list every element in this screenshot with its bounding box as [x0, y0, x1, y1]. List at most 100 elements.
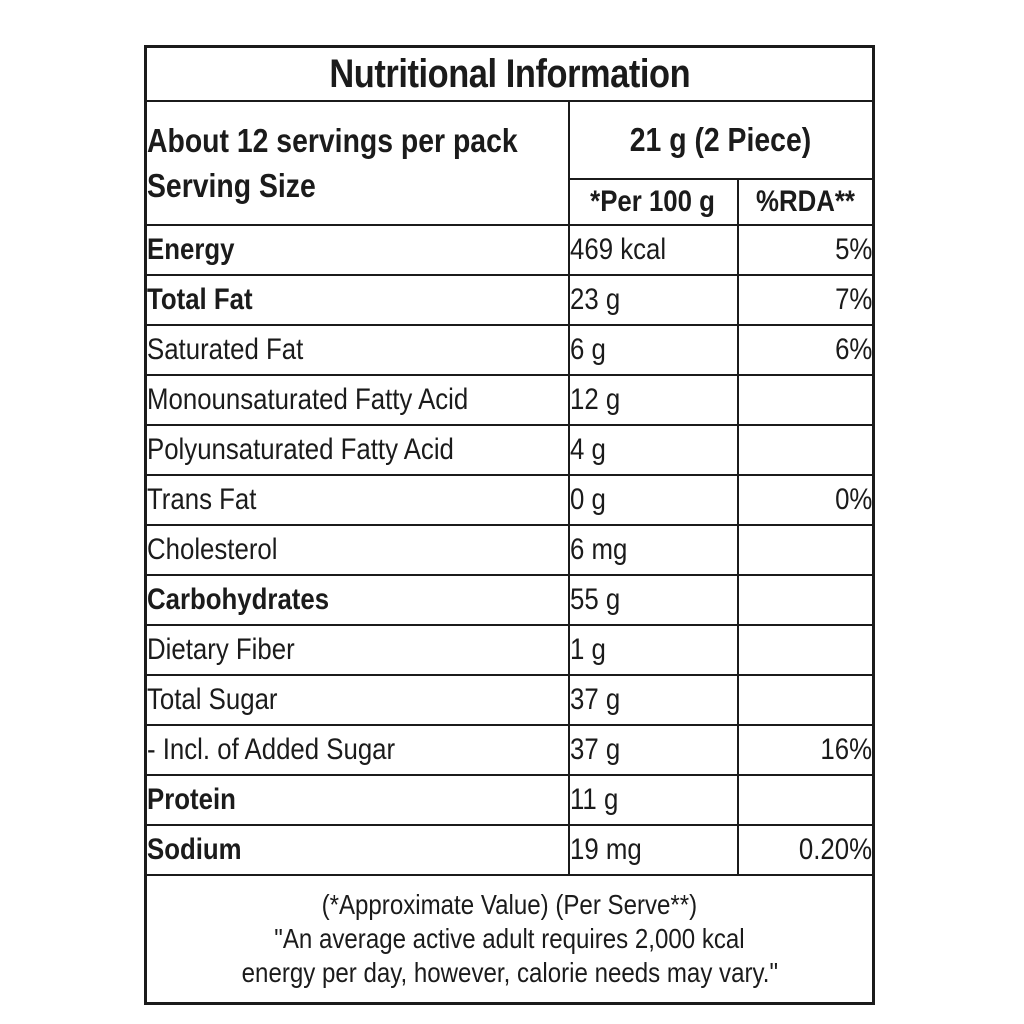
nutrient-value: 37 g [569, 683, 620, 716]
nutrient-rda-cell [736, 374, 875, 426]
nutrient-label: Cholesterol [147, 533, 278, 566]
nutrient-label: Total Sugar [147, 683, 278, 716]
nutrient-value-cell: 55 g [567, 574, 739, 626]
nutrient-label: Protein [147, 783, 236, 816]
nutrient-value-cell: 23 g [567, 274, 739, 326]
nutrient-label: Sodium [147, 833, 242, 866]
serving-size-value: 21 g (2 Piece) [630, 121, 812, 158]
nutrient-value-cell: 6 g [567, 324, 739, 376]
nutrient-rows: Energy 469 kcal 5% Total Fat 23 g 7% Saturated… [144, 224, 875, 876]
nutrient-value-cell: 11 g [567, 774, 739, 826]
nutrient-value: 23 g [569, 283, 620, 316]
nutrient-row: Polyunsaturated Fatty Acid 4 g [144, 424, 875, 476]
nutrient-row: Total Fat 23 g 7% [144, 274, 875, 326]
nutrient-label-cell: Sodium [144, 824, 570, 876]
nutrient-rda: 7% [834, 283, 872, 316]
nutrient-row: - Incl. of Added Sugar 37 g 16% [144, 724, 875, 776]
nutrient-rda: 6% [834, 333, 872, 366]
nutrient-label: Energy [147, 233, 235, 266]
nutrient-row: Sodium 19 mg 0.20% [144, 824, 875, 876]
nutrient-value: 0 g [569, 483, 606, 516]
nutrient-row: Total Sugar 37 g [144, 674, 875, 726]
nutrient-row: Trans Fat 0 g 0% [144, 474, 875, 526]
nutrient-label: Total Fat [147, 283, 253, 316]
nutrient-rda-cell: 7% [736, 274, 875, 326]
nutrient-rda: 5% [834, 233, 872, 266]
nutrient-value: 1 g [569, 633, 606, 666]
nutrient-rda-cell: 5% [736, 224, 875, 276]
nutrient-row: Energy 469 kcal 5% [144, 224, 875, 276]
nutrient-label-cell: Protein [144, 774, 570, 826]
nutrient-label-cell: Carbohydrates [144, 574, 570, 626]
footnote-line-3: energy per day, however, calorie needs m… [241, 957, 778, 988]
nutrient-label-cell: Monounsaturated Fatty Acid [144, 374, 570, 426]
nutrient-value: 469 kcal [569, 233, 666, 266]
nutrient-label-cell: Dietary Fiber [144, 624, 570, 676]
nutrient-rda-cell: 0% [736, 474, 875, 526]
serving-size-label: Serving Size [147, 167, 316, 204]
nutrient-rda-cell [736, 674, 875, 726]
nutrient-value: 55 g [569, 583, 620, 616]
nutrient-value-cell: 37 g [567, 724, 739, 776]
nutrient-rda: 0.20% [798, 833, 872, 866]
nutrient-rda: 16% [820, 733, 872, 766]
nutrient-label-cell: Saturated Fat [144, 324, 570, 376]
nutrient-value-cell: 19 mg [567, 824, 739, 876]
nutrient-value-cell: 0 g [567, 474, 739, 526]
nutrient-rda-cell [736, 574, 875, 626]
footnote-line-1: (*Approximate Value) (Per Serve**) [321, 889, 698, 920]
footnote-row: (*Approximate Value) (Per Serve**) "An a… [144, 874, 875, 1005]
nutrient-value-cell: 469 kcal [567, 224, 739, 276]
header-row-top: About 12 servings per pack Serving Size … [144, 100, 875, 226]
nutrient-value: 37 g [569, 733, 620, 766]
nutrient-label-cell: Energy [144, 224, 570, 276]
nutrient-label-cell: Trans Fat [144, 474, 570, 526]
serving-size-value-cell: 21 g (2 Piece) [567, 100, 875, 180]
footnote-line-2: "An average active adult requires 2,000 … [274, 923, 745, 954]
title-row: Nutritional Information [144, 45, 875, 102]
header-row-columns: *Per 100 g %RDA** [146, 178, 875, 226]
nutrient-label: Monounsaturated Fatty Acid [147, 383, 469, 416]
nutrient-rda-cell: 16% [736, 724, 875, 776]
nutrient-rda-cell [736, 424, 875, 476]
nutrient-label: - Incl. of Added Sugar [147, 733, 396, 766]
nutrient-label-cell: Total Fat [144, 274, 570, 326]
nutrient-label: Trans Fat [147, 483, 257, 516]
table-title-cell: Nutritional Information [144, 45, 875, 102]
nutrient-rda: 0% [834, 483, 872, 516]
nutrient-label-cell: Cholesterol [144, 524, 570, 576]
nutrient-label-cell: Polyunsaturated Fatty Acid [144, 424, 570, 476]
nutrient-value: 19 mg [569, 833, 642, 866]
nutrient-row: Cholesterol 6 mg [144, 524, 875, 576]
nutrient-label: Carbohydrates [147, 583, 330, 616]
nutrient-row: Dietary Fiber 1 g [144, 624, 875, 676]
nutrient-value: 6 mg [569, 533, 627, 566]
nutrient-value: 11 g [569, 783, 618, 816]
nutrient-row: Saturated Fat 6 g 6% [144, 324, 875, 376]
nutrient-value-cell: 4 g [567, 424, 739, 476]
nutrient-value: 4 g [569, 433, 606, 466]
nutrient-value: 12 g [569, 383, 620, 416]
per-100g-label: *Per 100 g [590, 185, 716, 218]
nutrient-rda-cell [736, 624, 875, 676]
nutrient-rda-cell [736, 774, 875, 826]
nutrition-facts-table: Nutritional Information About 12 serving… [144, 45, 875, 1005]
nutrient-label: Polyunsaturated Fatty Acid [147, 433, 454, 466]
nutrient-value-cell: 6 mg [567, 524, 739, 576]
nutrient-rda-cell: 6% [736, 324, 875, 376]
nutrient-row: Carbohydrates 55 g [144, 574, 875, 626]
nutrient-label-cell: - Incl. of Added Sugar [144, 724, 570, 776]
table-title: Nutritional Information [329, 51, 690, 96]
nutrient-value-cell: 37 g [567, 674, 739, 726]
nutrient-label: Dietary Fiber [147, 633, 295, 666]
column-header-per-100g: *Per 100 g [567, 178, 739, 226]
footnote-cell: (*Approximate Value) (Per Serve**) "An a… [144, 874, 875, 1005]
serving-info-cell: About 12 servings per pack Serving Size [144, 100, 570, 226]
nutrient-value-cell: 1 g [567, 624, 739, 676]
nutrient-label: Saturated Fat [147, 333, 304, 366]
column-header-rda: %RDA** [736, 178, 875, 226]
nutrient-label-cell: Total Sugar [144, 674, 570, 726]
nutrient-rda-cell: 0.20% [736, 824, 875, 876]
nutrient-row: Monounsaturated Fatty Acid 12 g [144, 374, 875, 426]
nutrient-value: 6 g [569, 333, 606, 366]
